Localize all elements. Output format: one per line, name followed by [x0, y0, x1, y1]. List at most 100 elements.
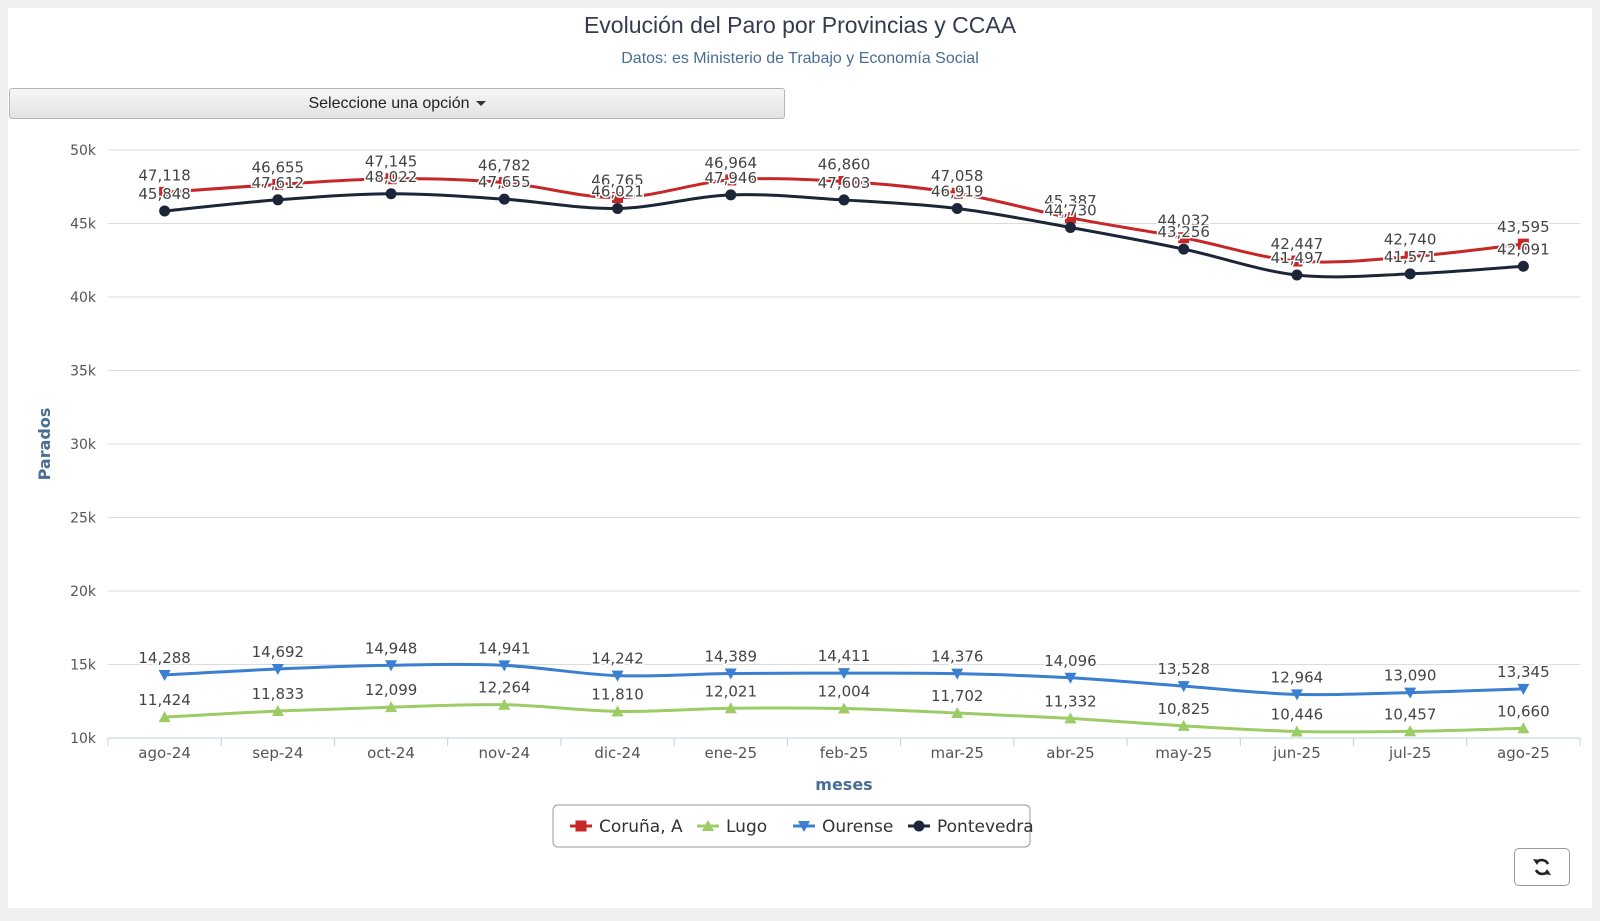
x-tick-label: jun-25 — [1272, 744, 1321, 762]
y-tick-label: 10k — [70, 731, 97, 747]
data-label: 42,740 — [1384, 231, 1437, 249]
data-label: 11,810 — [591, 685, 644, 703]
y-tick-label: 25k — [70, 511, 97, 527]
data-label: 42,091 — [1497, 240, 1550, 258]
data-point — [838, 702, 850, 714]
data-point — [159, 205, 171, 217]
legend-marker — [702, 820, 714, 831]
data-point — [724, 702, 737, 714]
data-point — [158, 669, 171, 681]
data-label: 46,655 — [252, 158, 305, 176]
data-point — [158, 711, 171, 723]
data-label: 45,387 — [1044, 192, 1097, 210]
data-point — [838, 194, 850, 206]
data-point — [272, 194, 284, 206]
data-point — [1290, 689, 1303, 701]
data-label: 14,948 — [365, 639, 418, 657]
data-label: 12,004 — [818, 683, 871, 701]
data-label: 46,964 — [705, 154, 758, 172]
data-point — [1064, 712, 1077, 724]
refresh-button[interactable] — [1514, 848, 1570, 886]
legend-marker — [575, 820, 587, 832]
data-point — [1064, 672, 1077, 684]
y-tick-label: 35k — [70, 364, 97, 380]
data-label: 11,833 — [252, 685, 305, 703]
data-point — [612, 192, 624, 204]
chart-subtitle: Datos: es Ministerio de Trabajo y Econom… — [621, 50, 979, 67]
data-label: 11,702 — [931, 687, 984, 705]
data-point — [838, 668, 850, 680]
data-label: 41,497 — [1271, 249, 1324, 267]
data-point — [838, 175, 850, 187]
y-tick-label: 40k — [70, 290, 97, 306]
data-point — [725, 189, 737, 201]
data-point — [951, 203, 963, 215]
x-tick-label: dic-24 — [594, 744, 640, 762]
data-label: 10,457 — [1384, 705, 1437, 723]
data-label: 48,022 — [365, 168, 418, 186]
data-point — [951, 187, 963, 199]
data-point — [1517, 238, 1529, 250]
data-point — [1404, 268, 1416, 280]
data-point — [498, 193, 510, 205]
data-label: 46,765 — [591, 172, 644, 190]
legend-label: Coruña, A — [599, 817, 683, 837]
y-tick-label: 15k — [70, 658, 97, 674]
legend-label: Pontevedra — [937, 817, 1034, 837]
y-tick-label: 20k — [70, 584, 97, 600]
data-label: 14,389 — [705, 647, 758, 665]
data-label: 12,264 — [478, 679, 531, 697]
legend-label: Lugo — [726, 817, 767, 837]
data-label: 13,528 — [1157, 660, 1210, 678]
data-point — [611, 705, 624, 717]
data-label: 47,946 — [705, 169, 758, 187]
data-point — [385, 660, 398, 672]
data-point — [951, 706, 964, 718]
data-label: 47,145 — [365, 153, 418, 171]
data-point — [1517, 683, 1530, 695]
data-label: 41,571 — [1384, 248, 1437, 266]
chart-panel — [8, 8, 1592, 908]
data-label: 14,096 — [1044, 652, 1097, 670]
data-label: 47,603 — [818, 174, 871, 192]
selector-label: Seleccione una opción — [308, 95, 470, 112]
data-point — [498, 660, 511, 672]
caret-down-icon — [475, 101, 486, 107]
x-tick-label: jul-25 — [1388, 744, 1431, 762]
data-point — [724, 668, 737, 680]
legend-box — [552, 804, 1031, 848]
data-label: 14,242 — [591, 650, 644, 668]
legend-item-coru-a-a: Coruña, A — [570, 817, 683, 837]
series-ourense: 14,288 14,692 14,948 14,941 14,242 14,389 14,4… — [137, 638, 1551, 701]
data-point — [385, 173, 397, 185]
legend-label: Ourense — [822, 817, 893, 837]
legend-marker — [798, 821, 810, 832]
data-point — [385, 701, 398, 713]
x-tick-label: mar-25 — [930, 744, 984, 762]
x-tick-label: ene-25 — [705, 744, 757, 762]
data-point — [1064, 212, 1076, 224]
data-point — [1178, 232, 1190, 244]
data-point — [272, 178, 284, 190]
data-label: 44,032 — [1157, 212, 1210, 230]
legend-marker — [913, 820, 925, 832]
x-tick-label: sep-24 — [252, 744, 303, 762]
x-axis-title: meses — [815, 775, 872, 794]
x-tick-label: feb-25 — [820, 744, 869, 762]
data-point — [498, 177, 510, 189]
data-point — [1290, 725, 1303, 737]
data-point — [385, 188, 397, 200]
data-label: 12,964 — [1271, 668, 1324, 686]
province-selector-button[interactable]: Seleccione una opción — [9, 88, 785, 119]
data-point — [611, 670, 624, 682]
data-point — [612, 202, 624, 214]
data-point — [1177, 719, 1190, 731]
data-label: 13,345 — [1497, 663, 1550, 681]
x-tick-label: abr-25 — [1046, 744, 1094, 762]
series-coru-a-a: 47,118 46,655 47,145 46,782 46,765 46,964 46,8… — [137, 151, 1551, 267]
data-point — [1177, 681, 1190, 693]
data-point — [159, 186, 171, 198]
data-point — [1517, 722, 1530, 734]
x-tick-label: ago-24 — [138, 744, 191, 762]
